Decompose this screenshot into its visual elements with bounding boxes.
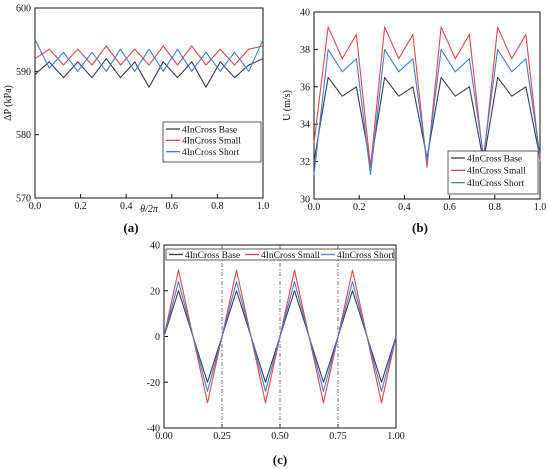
series-line-base xyxy=(34,58,264,88)
legend-entry: 4InCross Base xyxy=(182,125,237,135)
panel-label: (b) xyxy=(412,220,428,235)
panel-c: 0.00 0.25 0.50 0.75 1.00 -40 -20 0 20 40 4InCross … xyxy=(147,241,405,468)
legend-entry: 4InCross Short xyxy=(337,251,395,261)
x-tick-label: 0.0 xyxy=(308,202,321,213)
x-tick-label: 1.0 xyxy=(257,201,270,212)
x-tick-label: 0.75 xyxy=(329,431,347,442)
y-tick-label: 30 xyxy=(300,195,310,206)
series-line-small xyxy=(313,26,541,168)
panel-label: (c) xyxy=(273,452,287,467)
legend-entry: 4InCross Short xyxy=(467,179,525,189)
x-axis-label: θ/2π xyxy=(140,204,159,215)
series-line-short xyxy=(34,39,264,72)
legend-entry: 4InCross Small xyxy=(261,251,320,261)
y-tick-label: 570 xyxy=(16,194,31,205)
y-tick-label: 32 xyxy=(300,157,310,168)
x-tick-label: 0.8 xyxy=(489,202,502,213)
x-tick-label: 0.6 xyxy=(443,202,456,213)
legend-entry: 4InCross Base xyxy=(467,154,522,164)
legend-entry: 4InCross Short xyxy=(182,148,240,158)
x-tick-label: 0.4 xyxy=(120,201,133,212)
y-tick-label: 40 xyxy=(150,241,160,252)
legend-box xyxy=(165,248,395,261)
x-tick-label: 0.8 xyxy=(211,201,224,212)
series-line-small xyxy=(34,45,264,66)
x-tick-label: 0.50 xyxy=(271,431,289,442)
y-axis-label: ΔP (kPa) xyxy=(3,85,14,121)
x-tick-label: 0.2 xyxy=(74,201,87,212)
legend-entry: 4InCross Small xyxy=(182,137,241,147)
y-tick-label: 590 xyxy=(16,67,31,78)
x-tick-label: 0.4 xyxy=(398,202,411,213)
x-tick-label: 1.00 xyxy=(387,431,405,442)
x-tick-label: 0.0 xyxy=(29,201,42,212)
x-tick-label: 0.00 xyxy=(155,431,173,442)
panel-label: (a) xyxy=(123,220,138,235)
x-tick-label: 0.6 xyxy=(166,201,179,212)
series-line-short xyxy=(313,48,541,176)
y-tick-label: 600 xyxy=(16,4,31,15)
y-tick-label: 34 xyxy=(300,120,310,131)
panel-a: 0.0 0.2 0.4 0.6 0.8 1.0 570 580 590 600 θ/2π ΔP (kP… xyxy=(3,4,269,236)
y-tick-label: 580 xyxy=(16,130,31,141)
plot-frame xyxy=(313,11,541,200)
x-tick-label: 0.2 xyxy=(353,202,366,213)
y-axis-label: U (m/s) xyxy=(282,90,293,121)
legend-entry: 4InCross Base xyxy=(185,251,240,261)
y-tick-label: 20 xyxy=(150,286,160,297)
panel-b: 0.0 0.2 0.4 0.6 0.8 1.0 30 32 34 36 38 40 U (m/s) 4In… xyxy=(282,8,546,236)
x-tick-label: 0.25 xyxy=(213,431,231,442)
y-tick-label: 38 xyxy=(300,45,310,56)
x-tick-label: 1.0 xyxy=(534,202,547,213)
y-tick-label: -40 xyxy=(147,424,160,435)
plot-frame xyxy=(34,7,264,199)
legend-entry: 4InCross Small xyxy=(467,167,526,177)
y-tick-label: 0 xyxy=(155,332,160,343)
series-line-short xyxy=(163,281,397,392)
y-tick-label: 40 xyxy=(300,8,310,19)
y-tick-label: 36 xyxy=(300,82,310,93)
y-tick-label: -20 xyxy=(147,378,160,389)
